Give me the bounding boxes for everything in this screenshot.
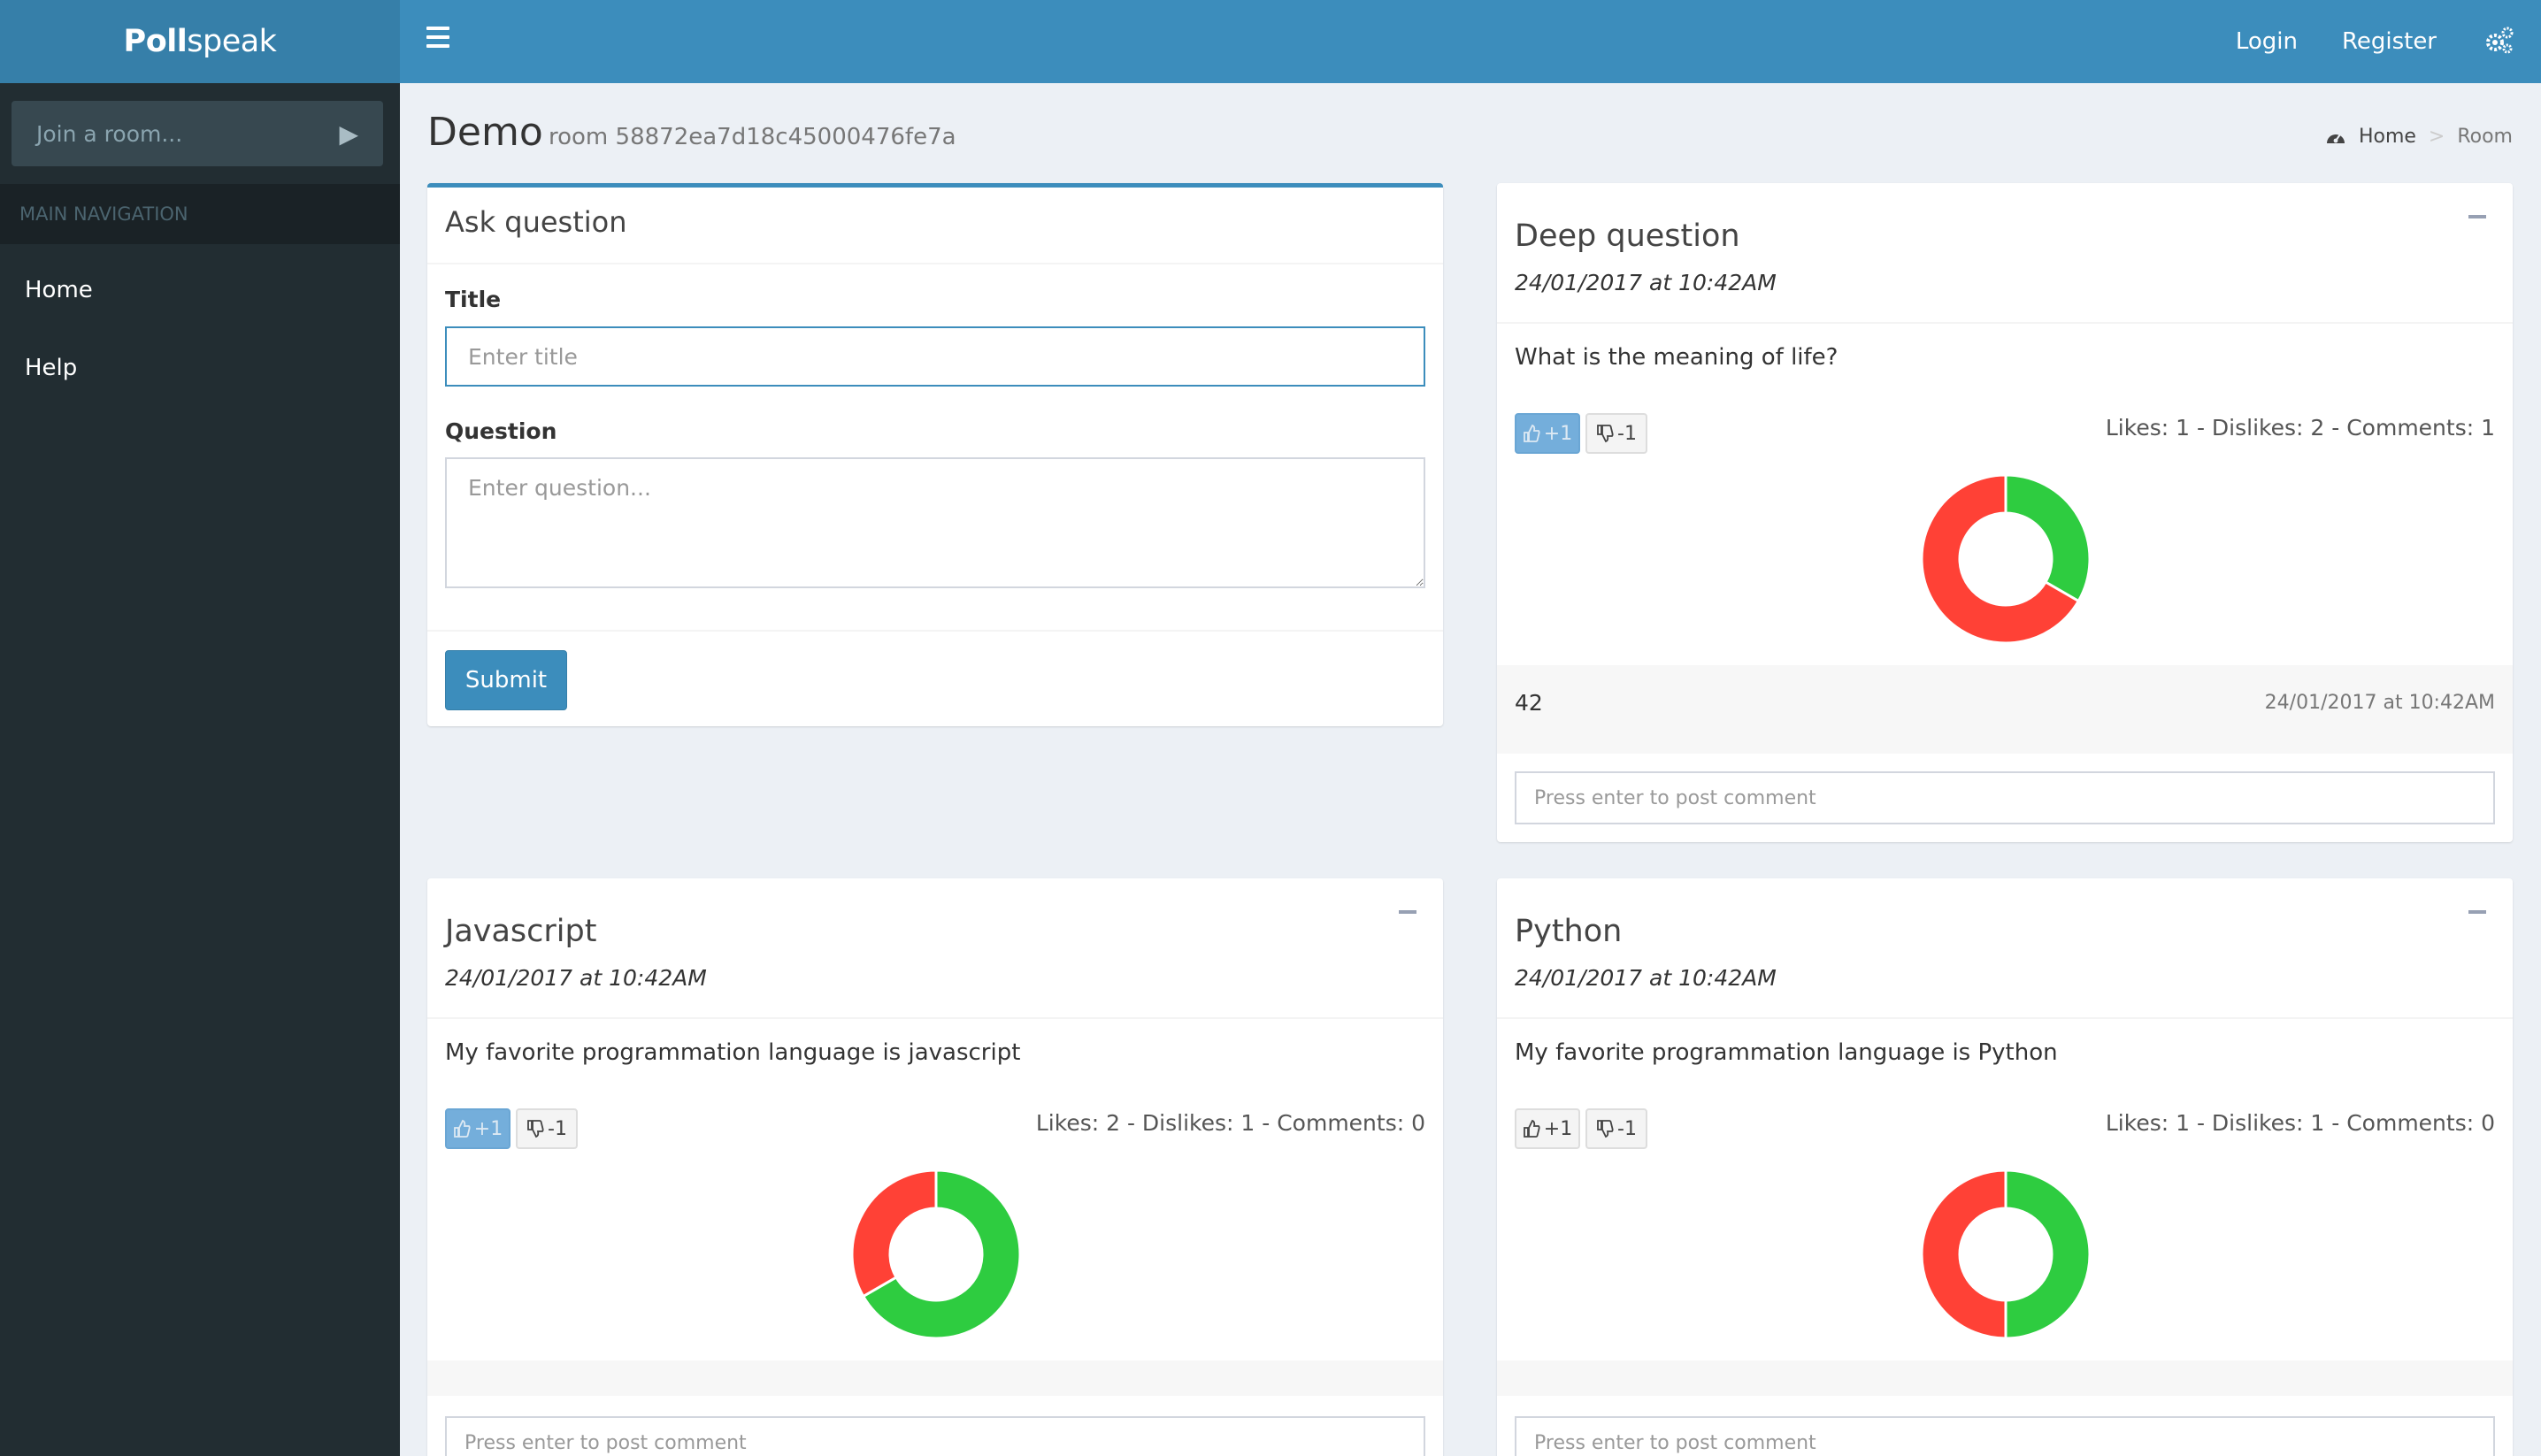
question-title: Python <box>1515 914 1623 949</box>
thumbs-up-icon <box>1523 1119 1540 1138</box>
title-label: Title <box>445 287 502 312</box>
sidebar-item-help[interactable]: Help <box>25 355 78 381</box>
question-card: Python 24/01/2017 at 10:42AM My favorite… <box>1497 878 2513 1456</box>
room-id: room 58872ea7d18c45000476fe7a <box>549 124 956 150</box>
breadcrumb-room: Room <box>2457 126 2513 148</box>
comment-date: 24/01/2017 at 10:42AM <box>2264 692 2495 714</box>
question-card: Javascript 24/01/2017 at 10:42AM My favo… <box>427 878 1443 1456</box>
menu-icon[interactable] <box>426 27 449 48</box>
likes-slice <box>861 1170 1020 1338</box>
like-label: +1 <box>473 1117 503 1140</box>
comment-input[interactable] <box>445 1416 1425 1456</box>
question-title: Javascript <box>445 914 597 949</box>
dashboard-icon <box>2326 133 2345 143</box>
like-button[interactable]: +1 <box>445 1108 511 1149</box>
minus-icon[interactable] <box>1399 910 1416 914</box>
app-logo[interactable]: Poll speak <box>0 0 400 83</box>
comment-list: 42 24/01/2017 at 10:42AM <box>1497 665 2513 754</box>
comment-text: 42 <box>1515 690 1543 716</box>
question-text: My favorite programmation language is ja… <box>445 1039 1021 1066</box>
votes-donut-chart <box>852 1170 1020 1338</box>
thumbs-down-icon <box>1597 425 1614 443</box>
ask-question-heading: Ask question <box>445 205 627 239</box>
like-button[interactable]: +1 <box>1515 413 1580 454</box>
sidebar: Join a room... ▶ MAIN NAVIGATION Home He… <box>0 83 400 1456</box>
logo-light: speak <box>187 24 277 59</box>
dislike-label: -1 <box>548 1117 567 1140</box>
breadcrumb: Home > Room <box>2325 126 2513 148</box>
comment-input[interactable] <box>1515 1416 2495 1456</box>
likes-slice <box>2004 1170 2090 1338</box>
title-input[interactable] <box>445 326 1425 387</box>
likes-slice <box>2004 475 2090 603</box>
minus-icon[interactable] <box>2468 215 2486 218</box>
question-text: My favorite programmation language is Py… <box>1515 1039 2058 1066</box>
play-icon[interactable]: ▶ <box>339 119 358 149</box>
question-date: 24/01/2017 at 10:42AM <box>1515 270 1777 295</box>
like-label: +1 <box>1543 1117 1573 1140</box>
thumbs-up-icon <box>453 1119 471 1138</box>
login-link[interactable]: Login <box>2235 28 2298 55</box>
join-room-placeholder: Join a room... <box>36 120 183 147</box>
dislikes-slice <box>1922 1170 2007 1338</box>
submit-button[interactable]: Submit <box>445 650 567 710</box>
dislike-label: -1 <box>1617 422 1637 445</box>
question-date: 24/01/2017 at 10:42AM <box>445 965 707 991</box>
dislikes-slice <box>852 1170 938 1299</box>
thumbs-down-icon <box>527 1120 544 1138</box>
votes-donut-chart <box>1922 1170 2090 1338</box>
cogs-icon[interactable] <box>2484 25 2516 57</box>
dislikes-slice <box>1922 475 2081 643</box>
question-card: Deep question 24/01/2017 at 10:42AM What… <box>1497 183 2513 842</box>
vote-stats: Likes: 1 - Dislikes: 1 - Comments: 0 <box>2105 1110 2495 1136</box>
question-date: 24/01/2017 at 10:42AM <box>1515 965 1777 991</box>
dislike-button[interactable]: -1 <box>1585 413 1647 454</box>
vote-stats: Likes: 2 - Dislikes: 1 - Comments: 0 <box>1035 1110 1425 1136</box>
breadcrumb-separator: > <box>2428 126 2445 148</box>
main-navigation-header: MAIN NAVIGATION <box>0 184 400 244</box>
ask-question-box: Ask question Title Question Submit <box>427 183 1443 726</box>
dislike-button[interactable]: -1 <box>1585 1108 1647 1149</box>
thumbs-up-icon <box>1523 424 1540 442</box>
question-title: Deep question <box>1515 218 1740 254</box>
logo-bold: Poll <box>123 24 188 59</box>
question-label: Question <box>445 418 557 444</box>
join-room-field[interactable]: Join a room... ▶ <box>12 101 383 166</box>
dislike-label: -1 <box>1617 1117 1637 1140</box>
thumbs-down-icon <box>1597 1120 1614 1138</box>
question-textarea[interactable] <box>445 457 1425 588</box>
sidebar-item-home[interactable]: Home <box>25 277 93 303</box>
question-text: What is the meaning of life? <box>1515 344 1839 371</box>
comment-list <box>1497 1360 2513 1396</box>
comment-input[interactable] <box>1515 771 2495 824</box>
register-link[interactable]: Register <box>2341 28 2437 55</box>
breadcrumb-home[interactable]: Home <box>2358 126 2416 148</box>
votes-donut-chart <box>1922 475 2090 643</box>
like-label: +1 <box>1543 422 1573 445</box>
comment-list <box>427 1360 1443 1396</box>
dislike-button[interactable]: -1 <box>516 1108 578 1149</box>
top-navbar: Login Register <box>400 0 2541 83</box>
vote-stats: Likes: 1 - Dislikes: 2 - Comments: 1 <box>2105 415 2495 441</box>
page-title: Demo <box>427 110 543 155</box>
minus-icon[interactable] <box>2468 910 2486 914</box>
like-button[interactable]: +1 <box>1515 1108 1580 1149</box>
